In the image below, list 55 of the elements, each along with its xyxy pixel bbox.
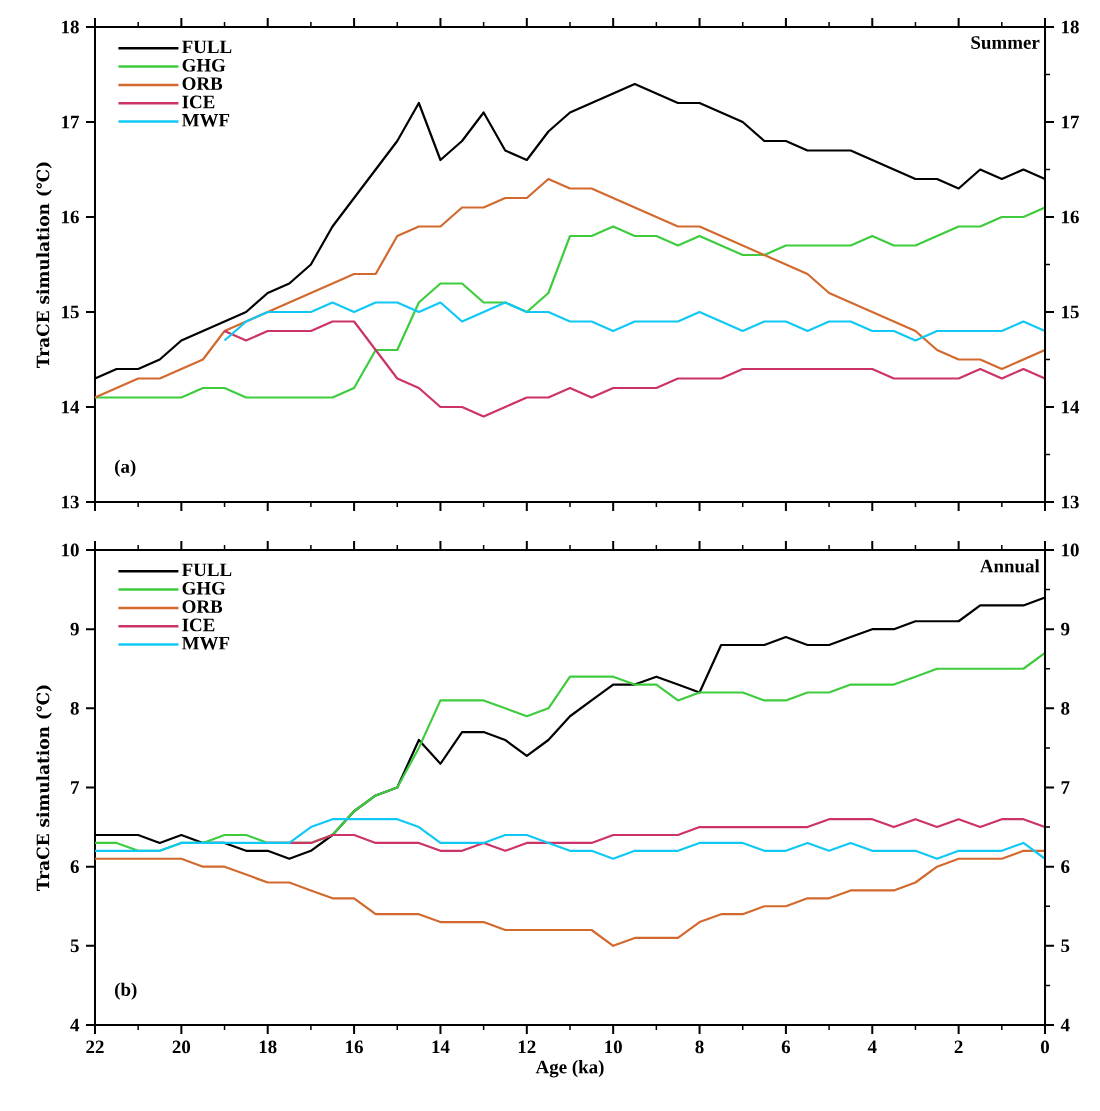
y2-tick-label: 15 [1062, 305, 1079, 319]
y2-tick-label: 13 [1062, 495, 1079, 509]
x-tick-label: 22 [86, 1040, 104, 1054]
y2-tick-label: 4 [1060, 1018, 1070, 1032]
legend-label: ORB [182, 77, 223, 90]
y2-tick-label: 16 [1062, 210, 1079, 224]
y2-tick-label: 18 [1062, 20, 1079, 34]
x-tick-label: 12 [518, 1040, 536, 1054]
annotation: Annual [980, 559, 1040, 573]
x-tick-label: 14 [432, 1040, 450, 1054]
y2-tick-label: 14 [1062, 400, 1080, 414]
y-tick-label: 4 [70, 1018, 80, 1032]
y-tick-label: 15 [62, 305, 79, 319]
legend-label: ORB [182, 600, 223, 613]
legend-label: FULL [182, 40, 232, 54]
x-tick-label: 16 [346, 1040, 363, 1054]
y-axis-title: TraCE simulation (℃) [36, 685, 52, 891]
legend-label: MWF [182, 636, 230, 650]
y2-tick-label: 5 [1061, 939, 1070, 953]
legend-label: GHG [182, 58, 226, 72]
x-tick-label: 6 [781, 1040, 791, 1054]
annotation: (b) [115, 982, 137, 1000]
x-tick-label: 10 [605, 1040, 622, 1054]
y-tick-label: 14 [62, 400, 80, 414]
y2-tick-label: 9 [1061, 622, 1070, 636]
y-tick-label: 8 [70, 701, 79, 715]
legend-label: ICE [182, 618, 215, 632]
y-tick-label: 5 [70, 939, 79, 953]
legend-label: FULL [182, 563, 232, 577]
y2-tick-label: 10 [1062, 543, 1079, 557]
y2-tick-label: 8 [1061, 701, 1070, 715]
legend-label: ICE [182, 95, 215, 109]
annotation: Summer [971, 36, 1040, 49]
y-tick-label: 7 [71, 781, 80, 794]
annotation: (a) [115, 459, 136, 477]
x-axis-title: Age (ka) [535, 1060, 604, 1078]
y2-tick-label: 17 [1062, 115, 1079, 129]
x-tick-label: 18 [259, 1040, 277, 1054]
y-tick-label: 13 [62, 495, 79, 509]
y-tick-label: 6 [70, 860, 79, 874]
y-tick-label: 17 [62, 115, 80, 129]
y-axis-title: TraCE simulation (℃) [36, 162, 52, 368]
legend-label: MWF [182, 113, 230, 127]
y2-tick-label: 7 [1061, 781, 1070, 794]
x-tick-label: 8 [695, 1040, 704, 1054]
y2-tick-label: 6 [1061, 860, 1070, 874]
y-tick-label: 18 [62, 20, 79, 34]
x-tick-label: 0 [1040, 1040, 1049, 1054]
y-tick-label: 9 [70, 622, 79, 636]
x-tick-label: 2 [954, 1040, 963, 1054]
x-tick-label: 4 [867, 1040, 877, 1053]
y-tick-label: 16 [62, 210, 79, 224]
legend-label: GHG [182, 581, 226, 595]
y-tick-label: 10 [62, 543, 79, 557]
x-tick-label: 20 [172, 1040, 191, 1054]
